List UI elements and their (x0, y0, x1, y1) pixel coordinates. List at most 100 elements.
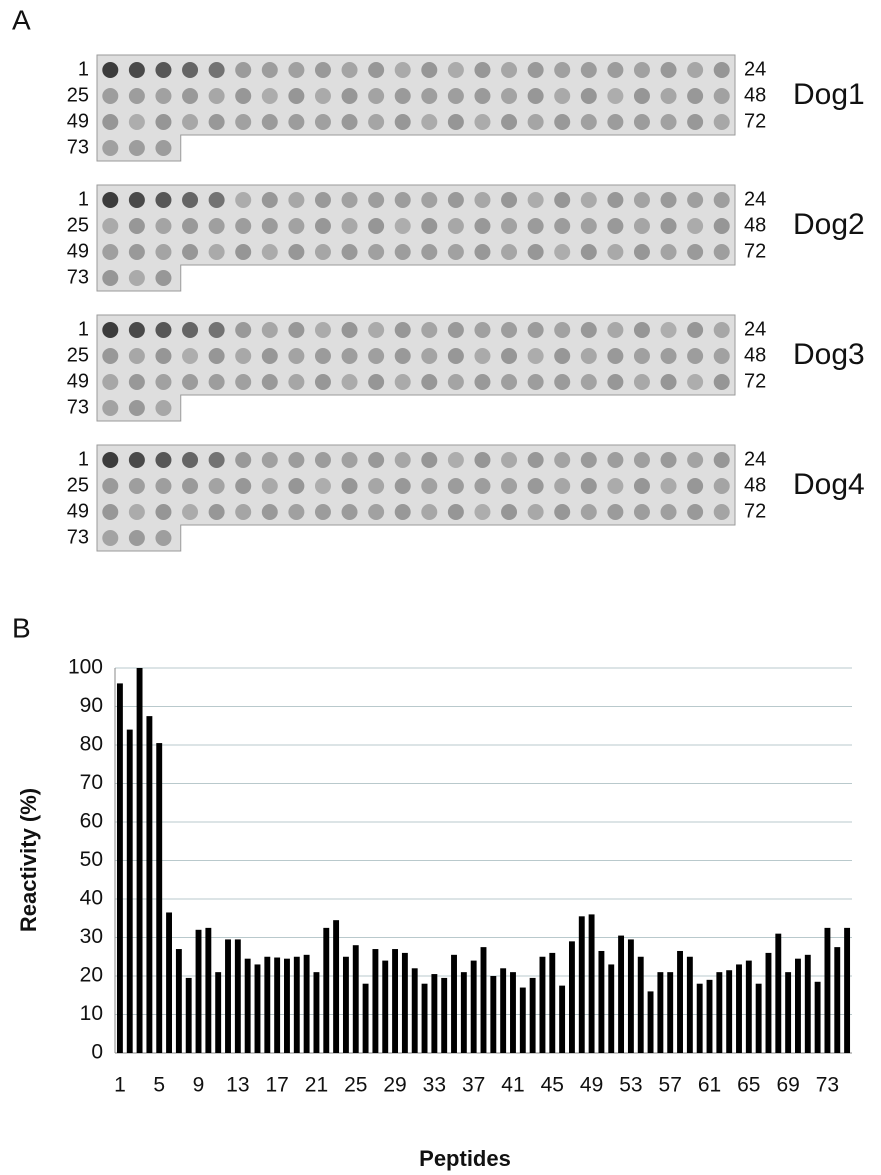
blot-dot (182, 478, 198, 494)
blot-dot (315, 192, 331, 208)
blot-dot (209, 62, 225, 78)
row-label: 24 (744, 188, 766, 210)
blot-dot (687, 244, 703, 260)
blot-dot (607, 322, 623, 338)
blot-dot (687, 322, 703, 338)
blot-dot (288, 504, 304, 520)
blot-dot (155, 530, 171, 546)
bar (323, 928, 329, 1053)
blot-dot (155, 452, 171, 468)
blot-dot (182, 88, 198, 104)
row-label: 49 (67, 110, 89, 132)
blot-dot (634, 374, 650, 390)
blot-dot (129, 530, 145, 546)
row-label: 73 (67, 396, 89, 418)
blot-dot (102, 140, 118, 156)
blot-dot (421, 192, 437, 208)
blot-dot (368, 244, 384, 260)
blot-dot (102, 478, 118, 494)
blot-dot (607, 478, 623, 494)
blot-dot (714, 374, 730, 390)
blot-dot (687, 192, 703, 208)
blot-dot (182, 452, 198, 468)
row-label: 49 (67, 500, 89, 522)
blot-dot (129, 218, 145, 234)
blot-dot (129, 374, 145, 390)
blot-dot (235, 374, 251, 390)
blot-dot (687, 88, 703, 104)
y-tick-label: 70 (80, 771, 103, 794)
blot-dot (235, 244, 251, 260)
blot-dot (634, 192, 650, 208)
bar (549, 953, 555, 1053)
blot-dot (235, 348, 251, 364)
bar (215, 972, 221, 1053)
blot-dot (687, 478, 703, 494)
blot-dot (474, 348, 490, 364)
bar (196, 930, 202, 1053)
x-tick-label: 5 (153, 1074, 165, 1097)
blot-dot (129, 88, 145, 104)
blot-dot (315, 348, 331, 364)
blot-dot (288, 88, 304, 104)
blot-dot (368, 374, 384, 390)
blot-dot (129, 400, 145, 416)
blot-dot (661, 504, 677, 520)
blot-dot (607, 504, 623, 520)
blot-dot (474, 478, 490, 494)
blot-dot (501, 192, 517, 208)
blot-dot (474, 192, 490, 208)
bar (540, 957, 546, 1053)
blot-dot (474, 322, 490, 338)
blot-dot (102, 374, 118, 390)
blot-dot (395, 244, 411, 260)
bar (520, 988, 526, 1053)
blot-dot (262, 322, 278, 338)
blot-dot (528, 374, 544, 390)
bar (815, 982, 821, 1053)
blot-dot (102, 192, 118, 208)
bar (648, 991, 654, 1053)
blot-dot (448, 244, 464, 260)
blot-dot (661, 244, 677, 260)
blot-dot (155, 244, 171, 260)
blot-dot (129, 478, 145, 494)
bar (805, 955, 811, 1053)
blot-dot (102, 530, 118, 546)
bar (117, 683, 123, 1053)
blot-dot (607, 192, 623, 208)
blot-dot (661, 374, 677, 390)
blot-dot (634, 62, 650, 78)
bar (844, 928, 850, 1053)
blot-dot (687, 374, 703, 390)
x-tick-label: 49 (580, 1074, 603, 1097)
row-label: 1 (78, 448, 89, 470)
bar (205, 928, 211, 1053)
bar (372, 949, 378, 1053)
row-label: 49 (67, 370, 89, 392)
blot-dot (102, 62, 118, 78)
blot-dot (155, 504, 171, 520)
bar (530, 978, 536, 1053)
bar (736, 964, 742, 1053)
x-tick-label: 45 (541, 1074, 564, 1097)
blot-dot (474, 62, 490, 78)
blot-dot (209, 452, 225, 468)
blot-dot (342, 322, 358, 338)
blot-dot (182, 62, 198, 78)
bar (264, 957, 270, 1053)
blot-dot (474, 374, 490, 390)
y-tick-label: 60 (80, 810, 103, 833)
blot-dot (155, 478, 171, 494)
blot-dot (581, 478, 597, 494)
bar (510, 972, 516, 1053)
blot-dot (554, 322, 570, 338)
blot-dot (262, 374, 278, 390)
bar (422, 984, 428, 1053)
blot-dot (634, 452, 650, 468)
blot-dot (714, 192, 730, 208)
blot-dot (368, 452, 384, 468)
blot-dot (368, 322, 384, 338)
blot-dot (315, 62, 331, 78)
blot-dot (607, 218, 623, 234)
